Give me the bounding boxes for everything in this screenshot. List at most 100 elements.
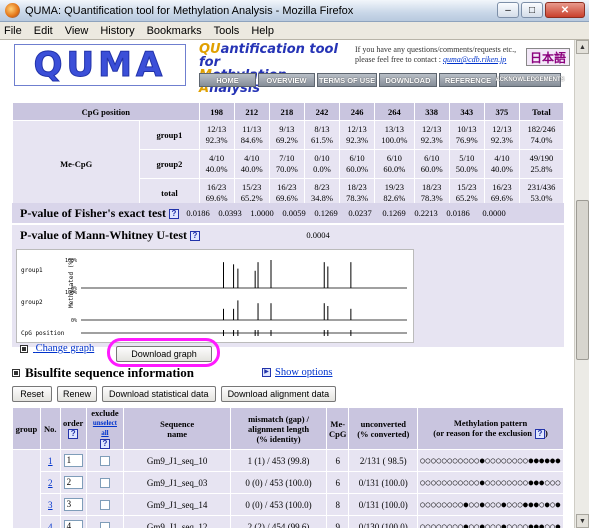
order-input[interactable]: 1	[64, 454, 83, 467]
table-cell: 6/10 60.0%	[340, 150, 375, 179]
nav-home[interactable]: HOME	[199, 73, 256, 87]
site-header: QUMA QUantification tool for Methylation…	[0, 40, 574, 100]
p-value: 0.2213	[410, 208, 442, 218]
help-icon[interactable]: ?	[100, 439, 110, 449]
mecpg-value: 8	[327, 494, 349, 516]
reset-button[interactable]: Reset	[12, 386, 52, 402]
action-buttons: Reset Renew Download statistical data Do…	[12, 386, 336, 402]
nav-reference[interactable]: REFERENCE	[439, 73, 497, 87]
japanese-language-button[interactable]: 日本語	[526, 48, 570, 66]
sequence-number-link[interactable]: 3	[48, 500, 53, 510]
table-row: 1 1 Gm9_J1_seq_10 1 (1) / 453 (99.8) 6 2…	[13, 450, 564, 472]
mismatch-value: 0 (0) / 453 (100.0)	[231, 494, 327, 516]
exclude-checkbox[interactable]	[100, 500, 110, 510]
unconverted-value: 0/130 (100.0)	[349, 516, 418, 528]
table-cell: 12/13 92.3%	[414, 121, 449, 150]
exclude-checkbox[interactable]	[100, 456, 110, 466]
bisulfite-section-title: Bisulfite sequence information	[25, 365, 194, 381]
page-viewport: QUMA QUantification tool for Methylation…	[0, 40, 574, 528]
table-cell: 12/13 92.3%	[199, 121, 234, 150]
scroll-up-arrow-icon[interactable]: ▲	[576, 40, 589, 54]
y-axis-label: Methylated (%)	[68, 257, 75, 308]
scroll-thumb[interactable]	[576, 200, 589, 360]
help-icon[interactable]: ?	[169, 209, 179, 219]
p-value: 0.0059	[278, 208, 310, 218]
unselect-all-link[interactable]: unselect all	[89, 418, 122, 438]
mann-whitney-row: P-value of Mann-Whitney U-test? 0.0004	[12, 225, 564, 245]
menu-bookmarks[interactable]: Bookmarks	[147, 25, 202, 37]
nav-overview[interactable]: OVERVIEW	[258, 73, 315, 87]
menu-view[interactable]: View	[65, 25, 89, 37]
sequence-number-link[interactable]: 2	[48, 478, 53, 488]
group2-label: group2	[21, 299, 43, 306]
menu-edit[interactable]: Edit	[34, 25, 53, 37]
order-input[interactable]: 2	[64, 476, 83, 489]
minimize-button[interactable]: –	[497, 2, 519, 18]
table-row: 3 3 Gm9_J1_seq_14 0 (0) / 453 (100.0) 8 …	[13, 494, 564, 516]
show-options-link[interactable]: Show options	[275, 367, 332, 378]
menu-bar: File Edit View History Bookmarks Tools H…	[0, 22, 589, 40]
order-input[interactable]: 4	[64, 520, 83, 528]
quma-logo[interactable]: QUMA	[14, 44, 186, 86]
fisher-label: P-value of Fisher's exact test	[20, 206, 166, 220]
nav-bar: HOME OVERVIEW TERMS OF USE DOWNLOAD REFE…	[199, 73, 561, 87]
contact-email-link[interactable]: quma@cdb.riken.jp	[443, 55, 506, 64]
graph-panel: group1 group2 Methylated (%) 100% 0% 100…	[12, 245, 564, 347]
fisher-test-row: P-value of Fisher's exact test? 0.0186 0…	[12, 203, 564, 223]
window-titlebar: QUMA: QUantification tool for Methylatio…	[0, 0, 589, 22]
unconverted-value: 0/131 (100.0)	[349, 472, 418, 494]
site-tagline: QUantification tool for Methylation Anal…	[199, 43, 349, 95]
sequence-number-link[interactable]: 1	[48, 456, 53, 466]
position-header: 212	[234, 103, 269, 121]
col-no: No.	[40, 408, 60, 450]
help-icon[interactable]: ?	[535, 429, 545, 439]
change-graph-link[interactable]: Change graph	[36, 343, 95, 354]
vertical-scrollbar[interactable]: ▲ ▼	[574, 40, 589, 528]
tick-label-100-group2: 100%	[65, 290, 77, 296]
maximize-button[interactable]: □	[521, 2, 543, 18]
table-row: Me-CpG group1 12/13 92.3% 11/13 84.6% 9/13…	[13, 121, 564, 150]
table-cell: 4/10 40.0%	[484, 150, 519, 179]
tick-label-100-group1: 100%	[65, 258, 77, 264]
nav-terms[interactable]: TERMS OF USE	[317, 73, 377, 87]
col-pattern-1: Methylation pattern	[420, 418, 561, 428]
menu-help[interactable]: Help	[251, 25, 274, 37]
exclude-checkbox[interactable]	[100, 478, 110, 488]
methylation-pattern: ○○○○○○○○●○○●○○○●○○○●●●○●○●	[418, 494, 564, 516]
sequence-number-link[interactable]: 4	[48, 522, 53, 528]
renew-button[interactable]: Renew	[57, 386, 97, 402]
table-cell-total: 182/246 74.0%	[519, 121, 563, 150]
methylation-pattern: ○○○○○○○○●○○●○○○●○○○○●●●○○●	[418, 516, 564, 528]
col-order: order	[63, 418, 84, 428]
col-group: group	[13, 408, 41, 450]
table-cell: 4/10 40.0%	[199, 150, 234, 179]
sequence-name: Gm9_J1_seq_10	[124, 450, 231, 472]
p-value: 0.1269	[378, 208, 410, 218]
nav-acknowledgements[interactable]: ACKNOWLEDGEMENTS	[499, 73, 561, 87]
download-statistical-data-button[interactable]: Download statistical data	[102, 386, 216, 402]
logo-text: QUMA	[34, 45, 167, 85]
menu-file[interactable]: File	[4, 25, 22, 37]
expand-arrow-icon[interactable]: ▶	[262, 368, 271, 377]
position-header: 246	[340, 103, 375, 121]
exclude-checkbox[interactable]	[100, 522, 110, 528]
menu-history[interactable]: History	[100, 25, 134, 37]
download-alignment-data-button[interactable]: Download alignment data	[221, 386, 337, 402]
table-cell: 12/13 92.3%	[340, 121, 375, 150]
table-cell: 6/10 60.0%	[414, 150, 449, 179]
menu-tools[interactable]: Tools	[214, 25, 240, 37]
mecpg-value: 6	[327, 450, 349, 472]
close-button[interactable]: ✕	[545, 2, 585, 18]
scroll-down-arrow-icon[interactable]: ▼	[576, 514, 589, 528]
fisher-values: 0.0186 0.0393 1.0000 0.0059 0.1269 0.023…	[182, 208, 514, 218]
total-header: Total	[519, 103, 563, 121]
p-value: 0.0237	[342, 208, 378, 218]
help-icon[interactable]: ?	[68, 429, 78, 439]
order-input[interactable]: 3	[64, 498, 83, 511]
help-icon[interactable]: ?	[190, 231, 200, 241]
table-cell-total: 49/190 25.8%	[519, 150, 563, 179]
col-pattern-2: (or reason for the exclusion	[433, 428, 532, 438]
nav-download[interactable]: DOWNLOAD	[379, 73, 437, 87]
position-header: 264	[375, 103, 415, 121]
mann-whitney-label: P-value of Mann-Whitney U-test	[20, 228, 187, 242]
